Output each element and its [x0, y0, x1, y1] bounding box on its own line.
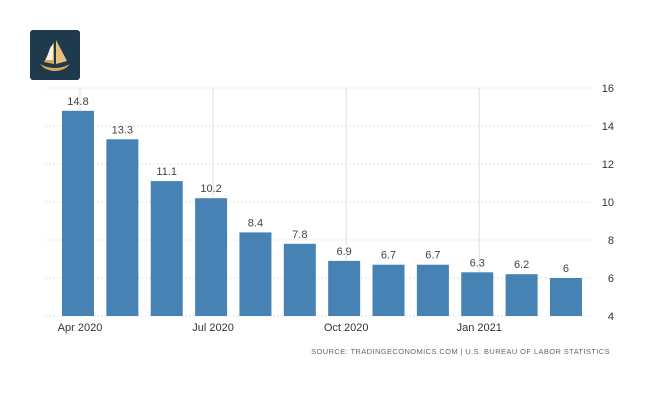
- data-label: 8.4: [248, 217, 263, 229]
- y-tick-label: 12: [602, 159, 614, 171]
- bar: [549, 278, 582, 316]
- y-tick-label: 8: [608, 235, 614, 247]
- x-axis: Apr 2020 Jul 2020 Oct 2020 Jan 2021: [58, 322, 502, 334]
- data-label: 11.1: [156, 166, 177, 178]
- y-tick-label: 4: [608, 311, 614, 323]
- y-axis: 4 6 8 10 12 14 16: [602, 83, 614, 323]
- bar: [416, 264, 449, 316]
- data-label: 14.8: [67, 96, 88, 108]
- bar: [283, 243, 316, 316]
- x-tick-label: Apr 2020: [58, 322, 103, 334]
- y-tick-label: 14: [602, 121, 614, 133]
- data-label: 6.9: [337, 246, 352, 258]
- data-label: 6.7: [425, 250, 440, 262]
- data-labels: 14.8 13.3 11.1 10.2 8.4 7.8 6.9 6.7 6.7 6.3 6.2 6: [67, 96, 569, 275]
- data-label: 6.2: [514, 259, 529, 271]
- y-tick-label: 16: [602, 83, 614, 95]
- data-label: 10.2: [200, 183, 221, 195]
- ship-logo-icon: [40, 40, 70, 71]
- bar: [150, 181, 183, 316]
- bar: [372, 264, 405, 316]
- y-tick-label: 6: [608, 273, 614, 285]
- logo: [30, 30, 80, 80]
- data-label: 13.3: [112, 124, 133, 136]
- bar: [505, 274, 538, 316]
- bar: [62, 110, 94, 316]
- bar: [106, 139, 139, 316]
- source-note: SOURCE: TRADINGECONOMICS.COM | U.S. BURE…: [311, 347, 610, 356]
- bar: [195, 198, 228, 316]
- bar: [328, 260, 361, 316]
- bar: [461, 272, 494, 316]
- x-tick-label: Jul 2020: [192, 322, 234, 334]
- x-tick-label: Jan 2021: [457, 322, 502, 334]
- y-tick-label: 10: [602, 197, 614, 209]
- data-label: 6.3: [470, 257, 485, 269]
- data-label: 7.8: [292, 229, 307, 241]
- x-tick-label: Oct 2020: [324, 322, 369, 334]
- bar: [239, 232, 272, 316]
- bars: [62, 110, 582, 316]
- data-label: 6: [563, 263, 569, 275]
- data-label: 6.7: [381, 250, 396, 262]
